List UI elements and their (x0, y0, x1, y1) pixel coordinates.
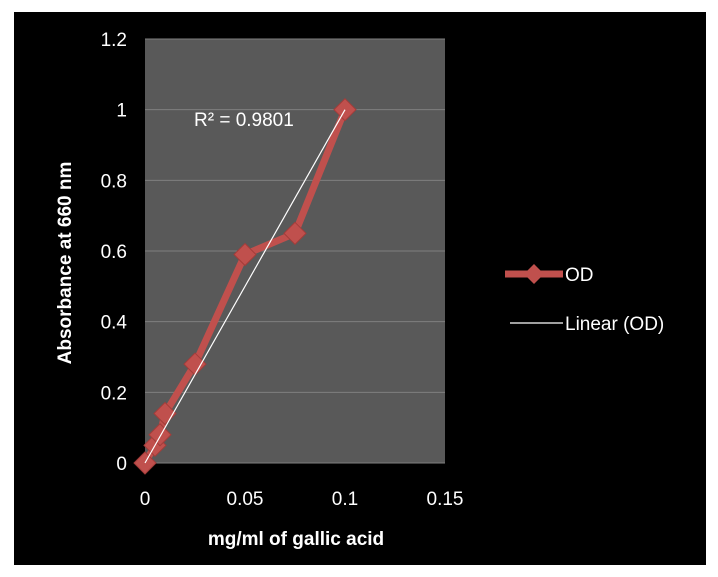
legend-od-label: OD (565, 265, 594, 286)
legend: OD Linear (OD) (505, 264, 664, 335)
x-tick-label: 0.15 (427, 489, 464, 510)
data-point (283, 221, 307, 246)
x-tick-labels: 0 0.05 0.1 0.15 (140, 489, 464, 510)
y-axis-title: Absorbance at 660 nm (55, 162, 76, 365)
x-tick-label: 0 (140, 489, 151, 510)
x-tick-label: 0.1 (332, 489, 358, 510)
y-tick-label: 0 (116, 454, 127, 475)
y-tick-labels: 0 0.2 0.4 0.6 0.8 1 1.2 (101, 30, 128, 475)
y-tick-label: 1.2 (101, 30, 127, 51)
y-tick-label: 0.8 (101, 171, 127, 192)
trendline-linear (144, 109, 346, 464)
data-point (148, 423, 172, 447)
legend-od-swatch-marker (524, 264, 544, 284)
legend-linear-label: Linear (OD) (565, 314, 664, 335)
x-axis-title: mg/ml of gallic acid (208, 529, 384, 550)
y-tick-label: 0.2 (101, 383, 127, 404)
y-tick-label: 0.6 (101, 242, 127, 263)
r-squared-annotation: R² = 0.9801 (194, 110, 294, 131)
trendline-layer (144, 109, 346, 464)
x-tick-label: 0.05 (227, 489, 264, 510)
data-point (233, 242, 257, 267)
y-tick-label: 1 (116, 101, 127, 122)
chart-svg: 0 0.2 0.4 0.6 0.8 1 1.2 0 0.05 0.1 0.15 R² = 0.98… (55, 30, 664, 550)
y-tick-label: 0.4 (101, 313, 128, 334)
gridlines (145, 38, 445, 464)
chart-area: 0 0.2 0.4 0.6 0.8 1 1.2 0 0.05 0.1 0.15 R² = 0.98… (14, 12, 706, 565)
